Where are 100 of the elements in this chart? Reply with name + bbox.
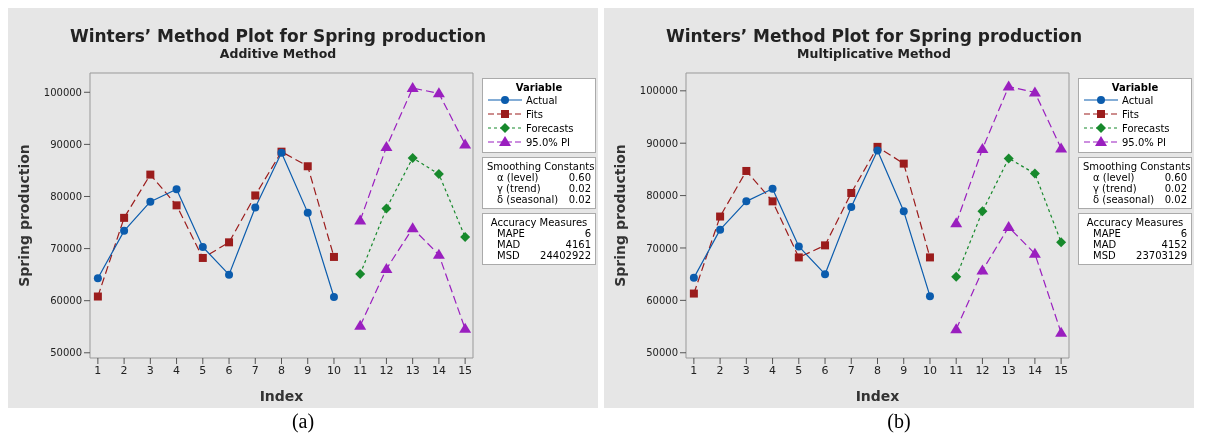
text: 6 xyxy=(1180,228,1187,239)
point xyxy=(1002,221,1015,232)
y-tick-label: 50000 xyxy=(646,347,678,359)
text: MAPE xyxy=(497,228,525,239)
point xyxy=(93,292,102,301)
point xyxy=(1028,247,1041,258)
point xyxy=(303,208,312,217)
x-tick-label: 2 xyxy=(120,363,128,377)
point xyxy=(225,238,234,247)
text: 0.60 xyxy=(568,172,591,183)
point xyxy=(794,253,803,262)
point xyxy=(925,253,934,262)
x-tick-label: 1 xyxy=(690,363,698,377)
point xyxy=(950,323,963,334)
legend-title: Variable xyxy=(514,82,564,93)
point xyxy=(432,87,445,98)
point xyxy=(1055,142,1068,153)
text: MAD xyxy=(1093,239,1117,250)
text: 4161 xyxy=(565,239,591,250)
point xyxy=(950,217,963,228)
x-tick-label: 7 xyxy=(847,363,855,377)
text: Accuracy Measures xyxy=(1085,217,1184,228)
x-tick-label: 15 xyxy=(1054,363,1069,377)
point xyxy=(251,203,260,212)
x-tick-label: 14 xyxy=(1027,363,1042,377)
legend-label: Actual xyxy=(1122,94,1154,106)
x-tick-label: 12 xyxy=(379,363,394,377)
x-tick-label: 13 xyxy=(1001,363,1016,377)
y-tick-label: 90000 xyxy=(50,138,82,150)
point xyxy=(381,203,392,214)
point xyxy=(716,212,725,221)
legend-label: 95.0% PI xyxy=(526,136,570,148)
point xyxy=(1055,326,1068,337)
point xyxy=(1028,86,1041,97)
point xyxy=(146,170,155,179)
text: 0.02 xyxy=(568,194,591,205)
point xyxy=(354,214,367,225)
x-tick-label: 3 xyxy=(146,363,154,377)
point xyxy=(977,206,988,217)
point xyxy=(768,197,777,206)
point xyxy=(1029,168,1040,179)
point xyxy=(432,248,445,259)
point xyxy=(847,203,856,212)
point xyxy=(303,162,312,171)
point xyxy=(459,138,472,149)
point xyxy=(1003,153,1014,164)
y-tick-label: 60000 xyxy=(50,295,82,307)
text: MSD xyxy=(497,250,520,261)
point xyxy=(329,293,338,302)
point xyxy=(406,222,419,233)
x-tick-label: 11 xyxy=(949,363,964,377)
point xyxy=(120,226,129,235)
text: Smoothing Constants xyxy=(1083,161,1191,172)
text: (a) xyxy=(290,410,316,433)
point xyxy=(689,289,698,298)
x-tick-label: 10 xyxy=(922,363,937,377)
x-tick-label: 8 xyxy=(278,363,285,377)
point xyxy=(354,319,367,330)
text: γ (trend) xyxy=(497,183,541,194)
point xyxy=(976,264,989,275)
point xyxy=(459,322,472,333)
point xyxy=(406,82,419,93)
point xyxy=(821,241,830,250)
y-tick-label: 80000 xyxy=(646,190,678,202)
point xyxy=(1002,80,1015,91)
point xyxy=(172,185,181,194)
point xyxy=(742,197,751,206)
y-tick-label: 50000 xyxy=(50,347,82,359)
x-tick-label: 7 xyxy=(251,363,259,377)
y-tick-label: 60000 xyxy=(646,294,678,306)
x-tick-label: 8 xyxy=(874,363,881,377)
text: 6 xyxy=(584,228,591,239)
x-tick-label: 5 xyxy=(199,363,207,377)
x-tick-label: 11 xyxy=(353,363,368,377)
point xyxy=(93,274,102,283)
point xyxy=(794,242,803,251)
x-tick-label: 9 xyxy=(900,363,908,377)
x-tick-label: 2 xyxy=(716,363,724,377)
text: 0.60 xyxy=(1164,172,1187,183)
x-tick-label: 1 xyxy=(94,363,102,377)
x-tick-label: 10 xyxy=(326,363,341,377)
text: α (level) xyxy=(1093,172,1135,183)
point xyxy=(873,146,882,155)
point xyxy=(198,253,207,262)
point xyxy=(172,201,181,210)
chart-subtitle: Multiplicative Method xyxy=(796,46,952,61)
x-axis-title: Index xyxy=(259,388,304,404)
y-axis-title: Spring production xyxy=(611,144,628,287)
point xyxy=(380,262,393,273)
point xyxy=(847,188,856,197)
x-tick-label: 4 xyxy=(173,363,181,377)
x-tick-label: 6 xyxy=(225,363,233,377)
text: 23703129 xyxy=(1136,250,1187,261)
x-tick-label: 9 xyxy=(304,363,312,377)
text: δ (seasonal) xyxy=(1093,194,1155,205)
text: Smoothing Constants xyxy=(487,161,595,172)
y-tick-label: 90000 xyxy=(646,137,678,149)
legend-label: Fits xyxy=(526,108,543,120)
point xyxy=(1056,237,1067,248)
x-tick-label: 4 xyxy=(769,363,777,377)
